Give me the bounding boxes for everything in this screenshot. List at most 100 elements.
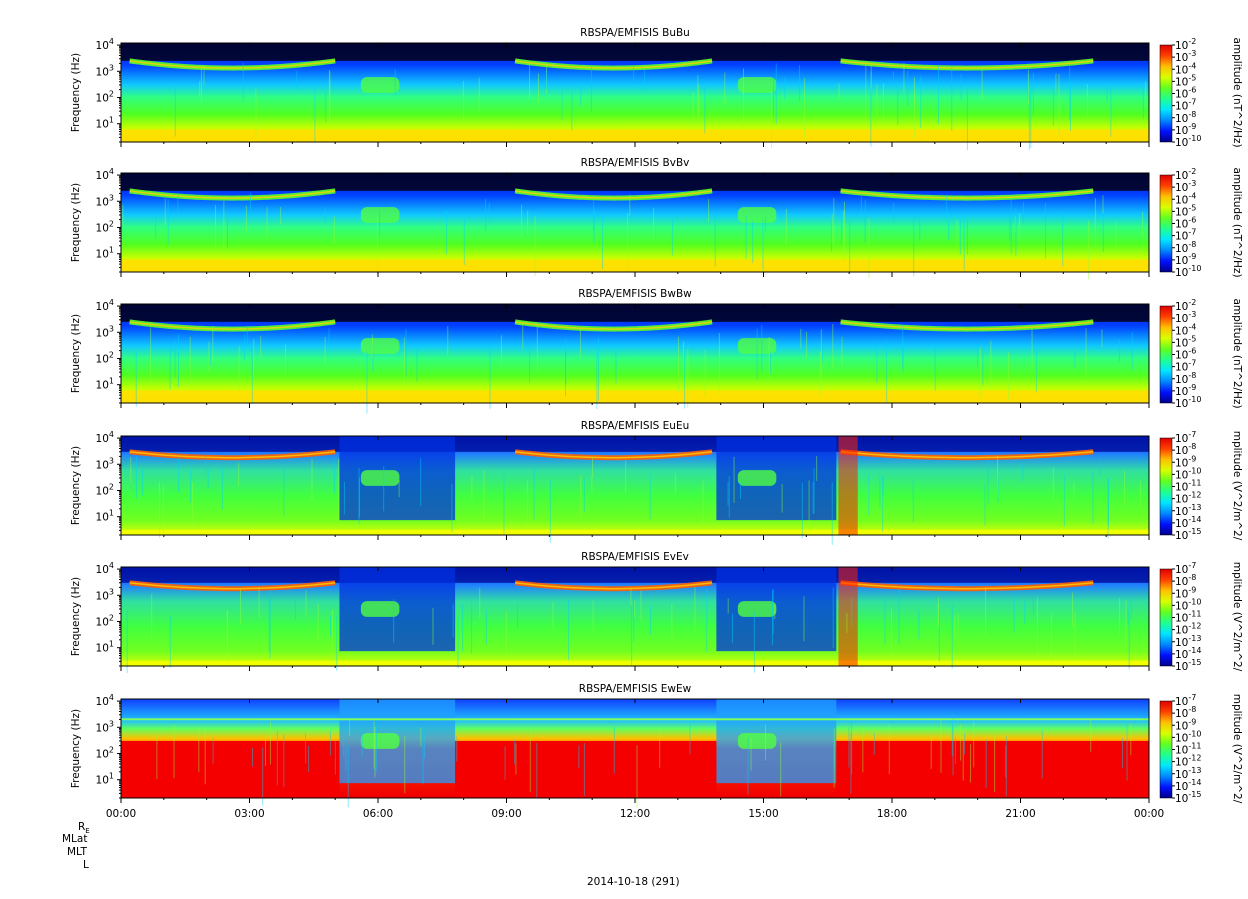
panel-4: RBSPA/EMFISIS EuEu 101 102 103 104 Frequency … [70, 420, 1243, 545]
x-tick-label: 21:00 [1005, 808, 1035, 820]
x-tick-label: 03:00 [234, 808, 264, 820]
colorbar-tick-label: 10-14 [1175, 515, 1201, 530]
colorbar-tick-label: 10-3 [1175, 310, 1196, 325]
y-tick-label: 103 [96, 193, 114, 208]
panel-5: RBSPA/EMFISIS EvEv 101 102 103 104 Frequency … [70, 551, 1243, 674]
colorbar-tick-label: 10-12 [1175, 491, 1201, 506]
y-axis-label: Frequency (Hz) [70, 53, 82, 132]
colorbar-tick-label: 10-11 [1175, 610, 1201, 625]
colorbar-tick-label: 10-10 [1175, 729, 1201, 744]
spectrogram-image [121, 567, 1149, 666]
colorbar-tick-label: 10-7 [1175, 561, 1196, 576]
colorbar-tick-label: 10-8 [1175, 573, 1196, 588]
colorbar-tick-label: 10-5 [1175, 73, 1196, 88]
colorbar-tick-label: 10-15 [1175, 790, 1201, 805]
colorbar-tick-label: 10-2 [1175, 298, 1196, 313]
panel-1: RBSPA/EMFISIS BuBu 101 102 103 104 Frequency … [70, 27, 1243, 150]
colorbar-tick-label: 10-4 [1175, 322, 1196, 337]
y-tick-label: 103 [96, 324, 114, 339]
y-tick-label: 104 [96, 37, 114, 52]
colorbar-tick-label: 10-9 [1175, 383, 1196, 398]
colorbar-tick-label: 10-13 [1175, 634, 1201, 649]
colorbar-tick-label: 10-10 [1175, 395, 1201, 410]
colorbar [1159, 44, 1173, 143]
colorbar-tick-label: 10-11 [1175, 479, 1201, 494]
colorbar-tick-label: 10-14 [1175, 778, 1201, 793]
y-tick-label: 102 [96, 350, 114, 365]
colorbar-tick-label: 10-6 [1175, 347, 1196, 362]
panel-title: RBSPA/EMFISIS BwBw [578, 288, 692, 300]
panel-title: RBSPA/EMFISIS EuEu [581, 420, 690, 432]
y-tick-label: 104 [96, 693, 114, 708]
x-tick-label: 12:00 [620, 808, 650, 820]
date-label: 2014-10-18 (291) [587, 876, 680, 888]
colorbar-tick-label: 10-9 [1175, 585, 1196, 600]
y-tick-label: 102 [96, 745, 114, 760]
colorbar-label: mplitude (V^2/m^2/ [1231, 562, 1243, 672]
colorbar-tick-label: 10-11 [1175, 742, 1201, 757]
colorbar-tick-label: 10-9 [1175, 252, 1196, 267]
panel-6: RBSPA/EMFISIS EwEw 101 102 103 104 Frequency … [70, 683, 1243, 808]
colorbar-tick-label: 10-10 [1175, 466, 1201, 481]
colorbar-tick-label: 10-8 [1175, 705, 1196, 720]
y-tick-label: 103 [96, 456, 114, 471]
y-tick-label: 102 [96, 89, 114, 104]
colorbar-label: amplitude (nT^2/Hz) [1231, 167, 1243, 277]
colorbar-tick-label: 10-8 [1175, 240, 1196, 255]
colorbar-tick-label: 10-13 [1175, 766, 1201, 781]
colorbar-tick-label: 10-7 [1175, 228, 1196, 243]
colorbar-tick-label: 10-6 [1175, 86, 1196, 101]
colorbar-tick-label: 10-8 [1175, 442, 1196, 457]
panel-3: RBSPA/EMFISIS BwBw 101 102 103 104 Frequency … [70, 288, 1243, 414]
ephemeris-label-re: RE [78, 821, 90, 836]
y-tick-label: 103 [96, 587, 114, 602]
colorbar [1159, 700, 1173, 799]
colorbar-tick-label: 10-4 [1175, 191, 1196, 206]
colorbar-tick-label: 10-3 [1175, 179, 1196, 194]
panel-2: RBSPA/EMFISIS BvBv 101 102 103 104 Frequency … [70, 157, 1243, 280]
colorbar-tick-label: 10-3 [1175, 49, 1196, 64]
y-tick-label: 104 [96, 561, 114, 576]
y-tick-label: 103 [96, 63, 114, 78]
ephemeris-label-l: L [83, 859, 89, 871]
y-tick-label: 104 [96, 430, 114, 445]
colorbar-tick-label: 10-7 [1175, 693, 1196, 708]
colorbar-tick-label: 10-9 [1175, 717, 1196, 732]
colorbar-tick-label: 10-12 [1175, 622, 1201, 637]
y-axis-label: Frequency (Hz) [70, 577, 82, 656]
colorbar-tick-label: 10-14 [1175, 646, 1201, 661]
y-tick-label: 101 [96, 772, 114, 787]
colorbar [1159, 568, 1173, 667]
panel-title: RBSPA/EMFISIS BuBu [580, 27, 690, 39]
colorbar-tick-label: 10-9 [1175, 454, 1196, 469]
colorbar-tick-label: 10-2 [1175, 167, 1196, 182]
colorbar-tick-label: 10-4 [1175, 61, 1196, 76]
ephemeris-label-mlat: MLat [62, 833, 88, 845]
x-tick-label: 00:00 [106, 808, 136, 820]
colorbar-label: mplitude (V^2/m^2/ [1231, 694, 1243, 804]
colorbar-label: amplitude (nT^2/Hz) [1231, 37, 1243, 147]
y-tick-label: 103 [96, 719, 114, 734]
x-tick-label: 06:00 [363, 808, 393, 820]
spectrogram-image [121, 436, 1149, 535]
colorbar-tick-label: 10-12 [1175, 754, 1201, 769]
colorbar-tick-label: 10-9 [1175, 122, 1196, 137]
y-tick-label: 102 [96, 482, 114, 497]
x-tick-label: 18:00 [877, 808, 907, 820]
y-tick-label: 101 [96, 509, 114, 524]
y-axis-label: Frequency (Hz) [70, 314, 82, 393]
colorbar-tick-label: 10-10 [1175, 597, 1201, 612]
colorbar-tick-label: 10-5 [1175, 334, 1196, 349]
y-tick-label: 102 [96, 613, 114, 628]
x-tick-label: 00:00 [1134, 808, 1164, 820]
colorbar [1159, 174, 1173, 273]
y-axis-label: Frequency (Hz) [70, 446, 82, 525]
y-tick-label: 101 [96, 640, 114, 655]
y-tick-label: 104 [96, 298, 114, 313]
colorbar-tick-label: 10-8 [1175, 371, 1196, 386]
panel-title: RBSPA/EMFISIS BvBv [581, 157, 690, 169]
colorbar-tick-label: 10-15 [1175, 658, 1201, 673]
y-tick-label: 102 [96, 219, 114, 234]
ephemeris-label-mlt: MLT [67, 846, 87, 858]
